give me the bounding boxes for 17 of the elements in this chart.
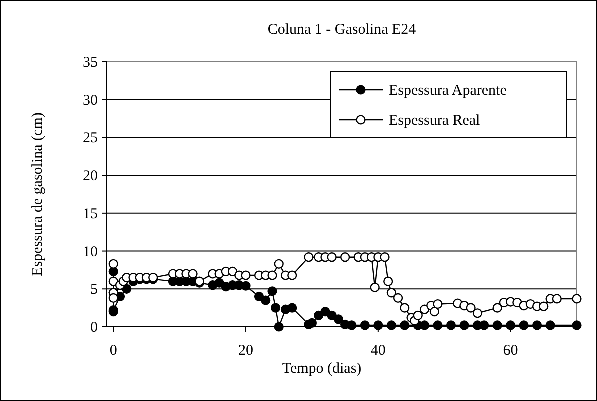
y-tick-label: 35: [83, 55, 98, 71]
y-tick-label: 20: [83, 168, 98, 185]
x-tick-label: 0: [110, 343, 118, 359]
x-tick-label: 60: [503, 343, 518, 359]
legend-label: Espessura Aparente: [389, 83, 508, 99]
y-tick-label: 15: [83, 206, 98, 222]
y-tick-label: 10: [83, 244, 98, 260]
x-tick-label: 40: [370, 343, 386, 359]
y-tick-label: 0: [90, 320, 98, 336]
x-tick-label: 20: [238, 343, 254, 359]
x-axis-title: Tempo (dias): [282, 361, 362, 377]
legend-label: Espessura Real: [389, 113, 480, 129]
y-tick-label: 25: [83, 130, 98, 147]
y-tick-label: 5: [90, 282, 98, 298]
y-tick-label: 30: [83, 92, 98, 109]
chart-title: Coluna 1 - Gasolina E24: [268, 22, 417, 38]
y-axis-title: Espessura de gasolina (cm): [30, 112, 46, 276]
